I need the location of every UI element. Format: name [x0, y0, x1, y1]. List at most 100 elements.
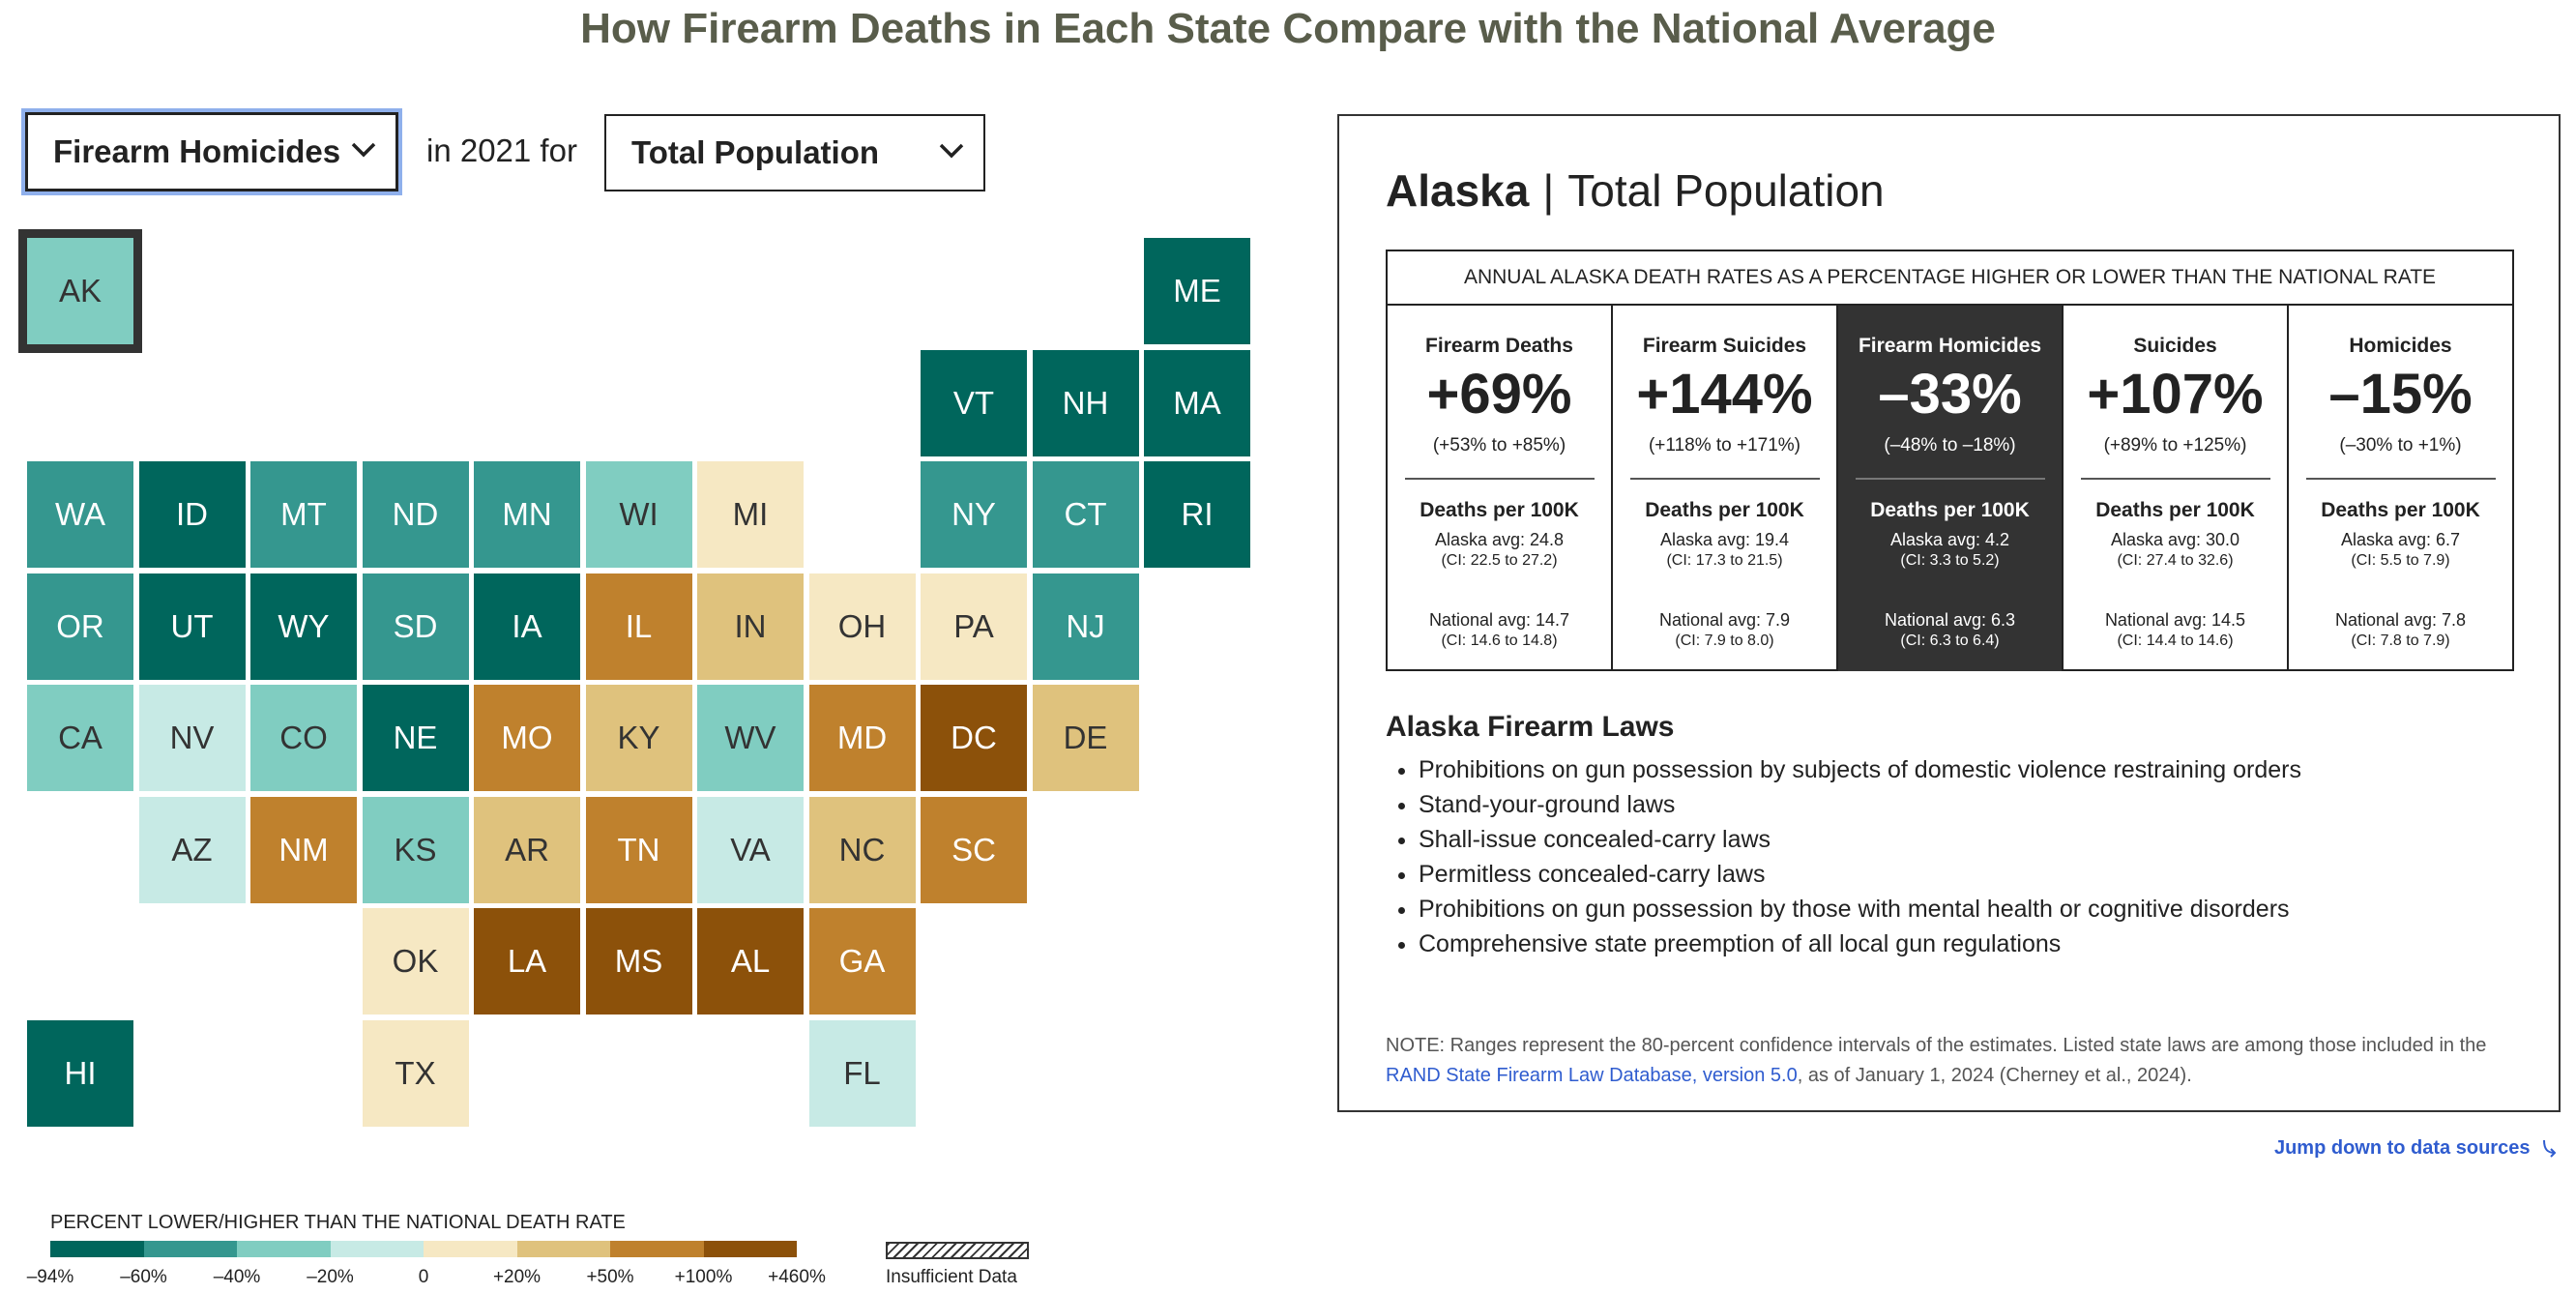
- state-average: Alaska avg: 4.2: [1889, 530, 2010, 549]
- state-tile-ga[interactable]: GA: [808, 908, 916, 1015]
- legend-swatch: [516, 1241, 610, 1257]
- state-tile-label: AZ: [171, 831, 213, 868]
- measure-select-value: Firearm Homicides: [53, 133, 341, 169]
- state-tile-label: VT: [952, 384, 995, 421]
- state-tile-al[interactable]: AL: [697, 908, 804, 1015]
- state-tile-ar[interactable]: AR: [474, 796, 580, 903]
- state-tile-mt[interactable]: MT: [250, 461, 357, 568]
- state-tile-md[interactable]: MD: [808, 685, 916, 791]
- state-tile-de[interactable]: DE: [1032, 685, 1139, 791]
- state-tile-ri[interactable]: RI: [1144, 461, 1250, 568]
- state-tile-ca[interactable]: CA: [27, 685, 133, 791]
- state-tile-nc[interactable]: NC: [808, 796, 916, 903]
- state-tile-label: IL: [625, 607, 653, 644]
- state-tile-ms[interactable]: MS: [585, 908, 692, 1015]
- panel-title-separator: |: [1542, 165, 1555, 216]
- state-tile-label: GA: [838, 943, 886, 979]
- rate-column-suicides[interactable]: Suicides +107% (+89% to +125%) Deaths per 1…: [2064, 306, 2289, 671]
- state-tile-mi[interactable]: MI: [697, 461, 804, 568]
- state-tile-sd[interactable]: SD: [362, 573, 469, 680]
- state-tile-label: LA: [507, 943, 547, 979]
- state-tile-vt[interactable]: VT: [921, 349, 1027, 456]
- state-tile-nd[interactable]: ND: [362, 461, 469, 568]
- state-tile-ny[interactable]: NY: [921, 461, 1027, 568]
- measure-select[interactable]: Firearm Homicides: [25, 112, 398, 191]
- state-tile-label: KY: [617, 720, 660, 755]
- state-tile-il[interactable]: IL: [585, 573, 692, 680]
- state-tile-in[interactable]: IN: [697, 573, 804, 680]
- death-rate-table: ANNUAL ALASKA DEATH RATES AS A PERCENTAG…: [1386, 250, 2514, 671]
- state-tile-nh[interactable]: NH: [1032, 349, 1139, 456]
- state-tile-ut[interactable]: UT: [138, 573, 246, 680]
- state-tile-ne[interactable]: NE: [362, 685, 469, 791]
- state-tile-co[interactable]: CO: [250, 685, 357, 791]
- state-tile-me[interactable]: ME: [1144, 238, 1250, 344]
- jump-to-sources-link[interactable]: Jump down to data sources: [2274, 1137, 2559, 1160]
- state-tile-label: NE: [393, 720, 438, 755]
- state-tile-wi[interactable]: WI: [585, 461, 692, 568]
- column-title: Suicides: [2133, 335, 2217, 357]
- percent-difference: +144%: [1636, 363, 1813, 426]
- state-tile-dc[interactable]: DC: [921, 685, 1027, 791]
- rate-column-homicides[interactable]: Homicides –15% (–30% to +1%) Deaths per 100…: [2289, 306, 2512, 671]
- column-title: Homicides: [2349, 335, 2452, 357]
- percent-difference: +107%: [2087, 363, 2264, 426]
- rate-column-firearm-homicides[interactable]: Firearm Homicides –33% (–48% to –18%) Death…: [1838, 306, 2064, 671]
- state-tile-oh[interactable]: OH: [808, 573, 916, 680]
- state-tile-ia[interactable]: IA: [474, 573, 580, 680]
- note-suffix: , as of January 1, 2024 (Cherney et al.,…: [1797, 1065, 2192, 1086]
- state-tile-ma[interactable]: MA: [1144, 349, 1250, 456]
- legend-swatch: [50, 1241, 144, 1257]
- state-tile-wa[interactable]: WA: [27, 461, 133, 568]
- state-tile-label: UT: [170, 607, 214, 644]
- state-tile-label: MS: [614, 943, 663, 979]
- state-tile-label: MI: [732, 496, 769, 532]
- legend-tick-label: +460%: [768, 1267, 826, 1287]
- column-title: Firearm Homicides: [1858, 335, 2042, 357]
- state-tile-mo[interactable]: MO: [474, 685, 580, 791]
- state-tile-az[interactable]: AZ: [138, 796, 246, 903]
- rand-database-link[interactable]: RAND State Firearm Law Database, version…: [1386, 1065, 1798, 1086]
- state-tile-wv[interactable]: WV: [697, 685, 804, 791]
- state-tile-ct[interactable]: CT: [1032, 461, 1139, 568]
- state-tile-va[interactable]: VA: [697, 796, 804, 903]
- legend-tick-label: –94%: [26, 1267, 74, 1287]
- state-tile-ky[interactable]: KY: [585, 685, 692, 791]
- state-tile-nv[interactable]: NV: [138, 685, 246, 791]
- state-tile-label: AR: [505, 831, 549, 868]
- state-tile-pa[interactable]: PA: [921, 573, 1027, 680]
- percent-difference: +69%: [1426, 363, 1572, 426]
- population-select[interactable]: Total Population: [604, 114, 985, 191]
- state-tile-or[interactable]: OR: [27, 573, 133, 680]
- national-average-ci: (CI: 7.9 to 8.0): [1675, 632, 1774, 649]
- state-tile-la[interactable]: LA: [474, 908, 580, 1015]
- state-tile-sc[interactable]: SC: [921, 796, 1027, 903]
- state-tile-label: RI: [1181, 496, 1214, 532]
- national-average-ci: (CI: 14.6 to 14.8): [1441, 632, 1558, 649]
- rate-column-firearm-suicides[interactable]: Firearm Suicides +144% (+118% to +171%) Dea…: [1613, 306, 1838, 671]
- state-tile-nm[interactable]: NM: [250, 796, 357, 903]
- state-tile-fl[interactable]: FL: [808, 1019, 916, 1127]
- state-tile-ok[interactable]: OK: [362, 908, 469, 1015]
- state-tile-label: WI: [619, 496, 659, 532]
- rate-column-firearm-deaths[interactable]: Firearm Deaths +69% (+53% to +85%) Deaths p…: [1388, 306, 1613, 671]
- state-tile-wy[interactable]: WY: [250, 573, 357, 680]
- state-tile-ks[interactable]: KS: [362, 796, 469, 903]
- state-tile-label: KS: [394, 831, 437, 868]
- state-tile-ak[interactable]: AK: [27, 238, 133, 344]
- state-tile-nj[interactable]: NJ: [1032, 573, 1139, 680]
- state-tile-tx[interactable]: TX: [362, 1019, 469, 1127]
- state-tile-label: ID: [176, 496, 208, 532]
- column-divider: [1855, 478, 2045, 480]
- percent-difference: –15%: [2328, 363, 2473, 426]
- state-tile-label: WV: [724, 720, 776, 755]
- state-tile-mn[interactable]: MN: [474, 461, 580, 568]
- arrow-down-right-icon: [2543, 1139, 2557, 1158]
- state-tile-id[interactable]: ID: [138, 461, 246, 568]
- state-tile-hi[interactable]: HI: [27, 1019, 133, 1127]
- state-average: Alaska avg: 6.7: [2340, 530, 2461, 549]
- law-item: Comprehensive state preemption of all lo…: [1419, 926, 2301, 961]
- state-tile-label: IN: [734, 607, 767, 644]
- state-tile-tn[interactable]: TN: [585, 796, 692, 903]
- state-average: Alaska avg: 24.8: [1434, 530, 1565, 549]
